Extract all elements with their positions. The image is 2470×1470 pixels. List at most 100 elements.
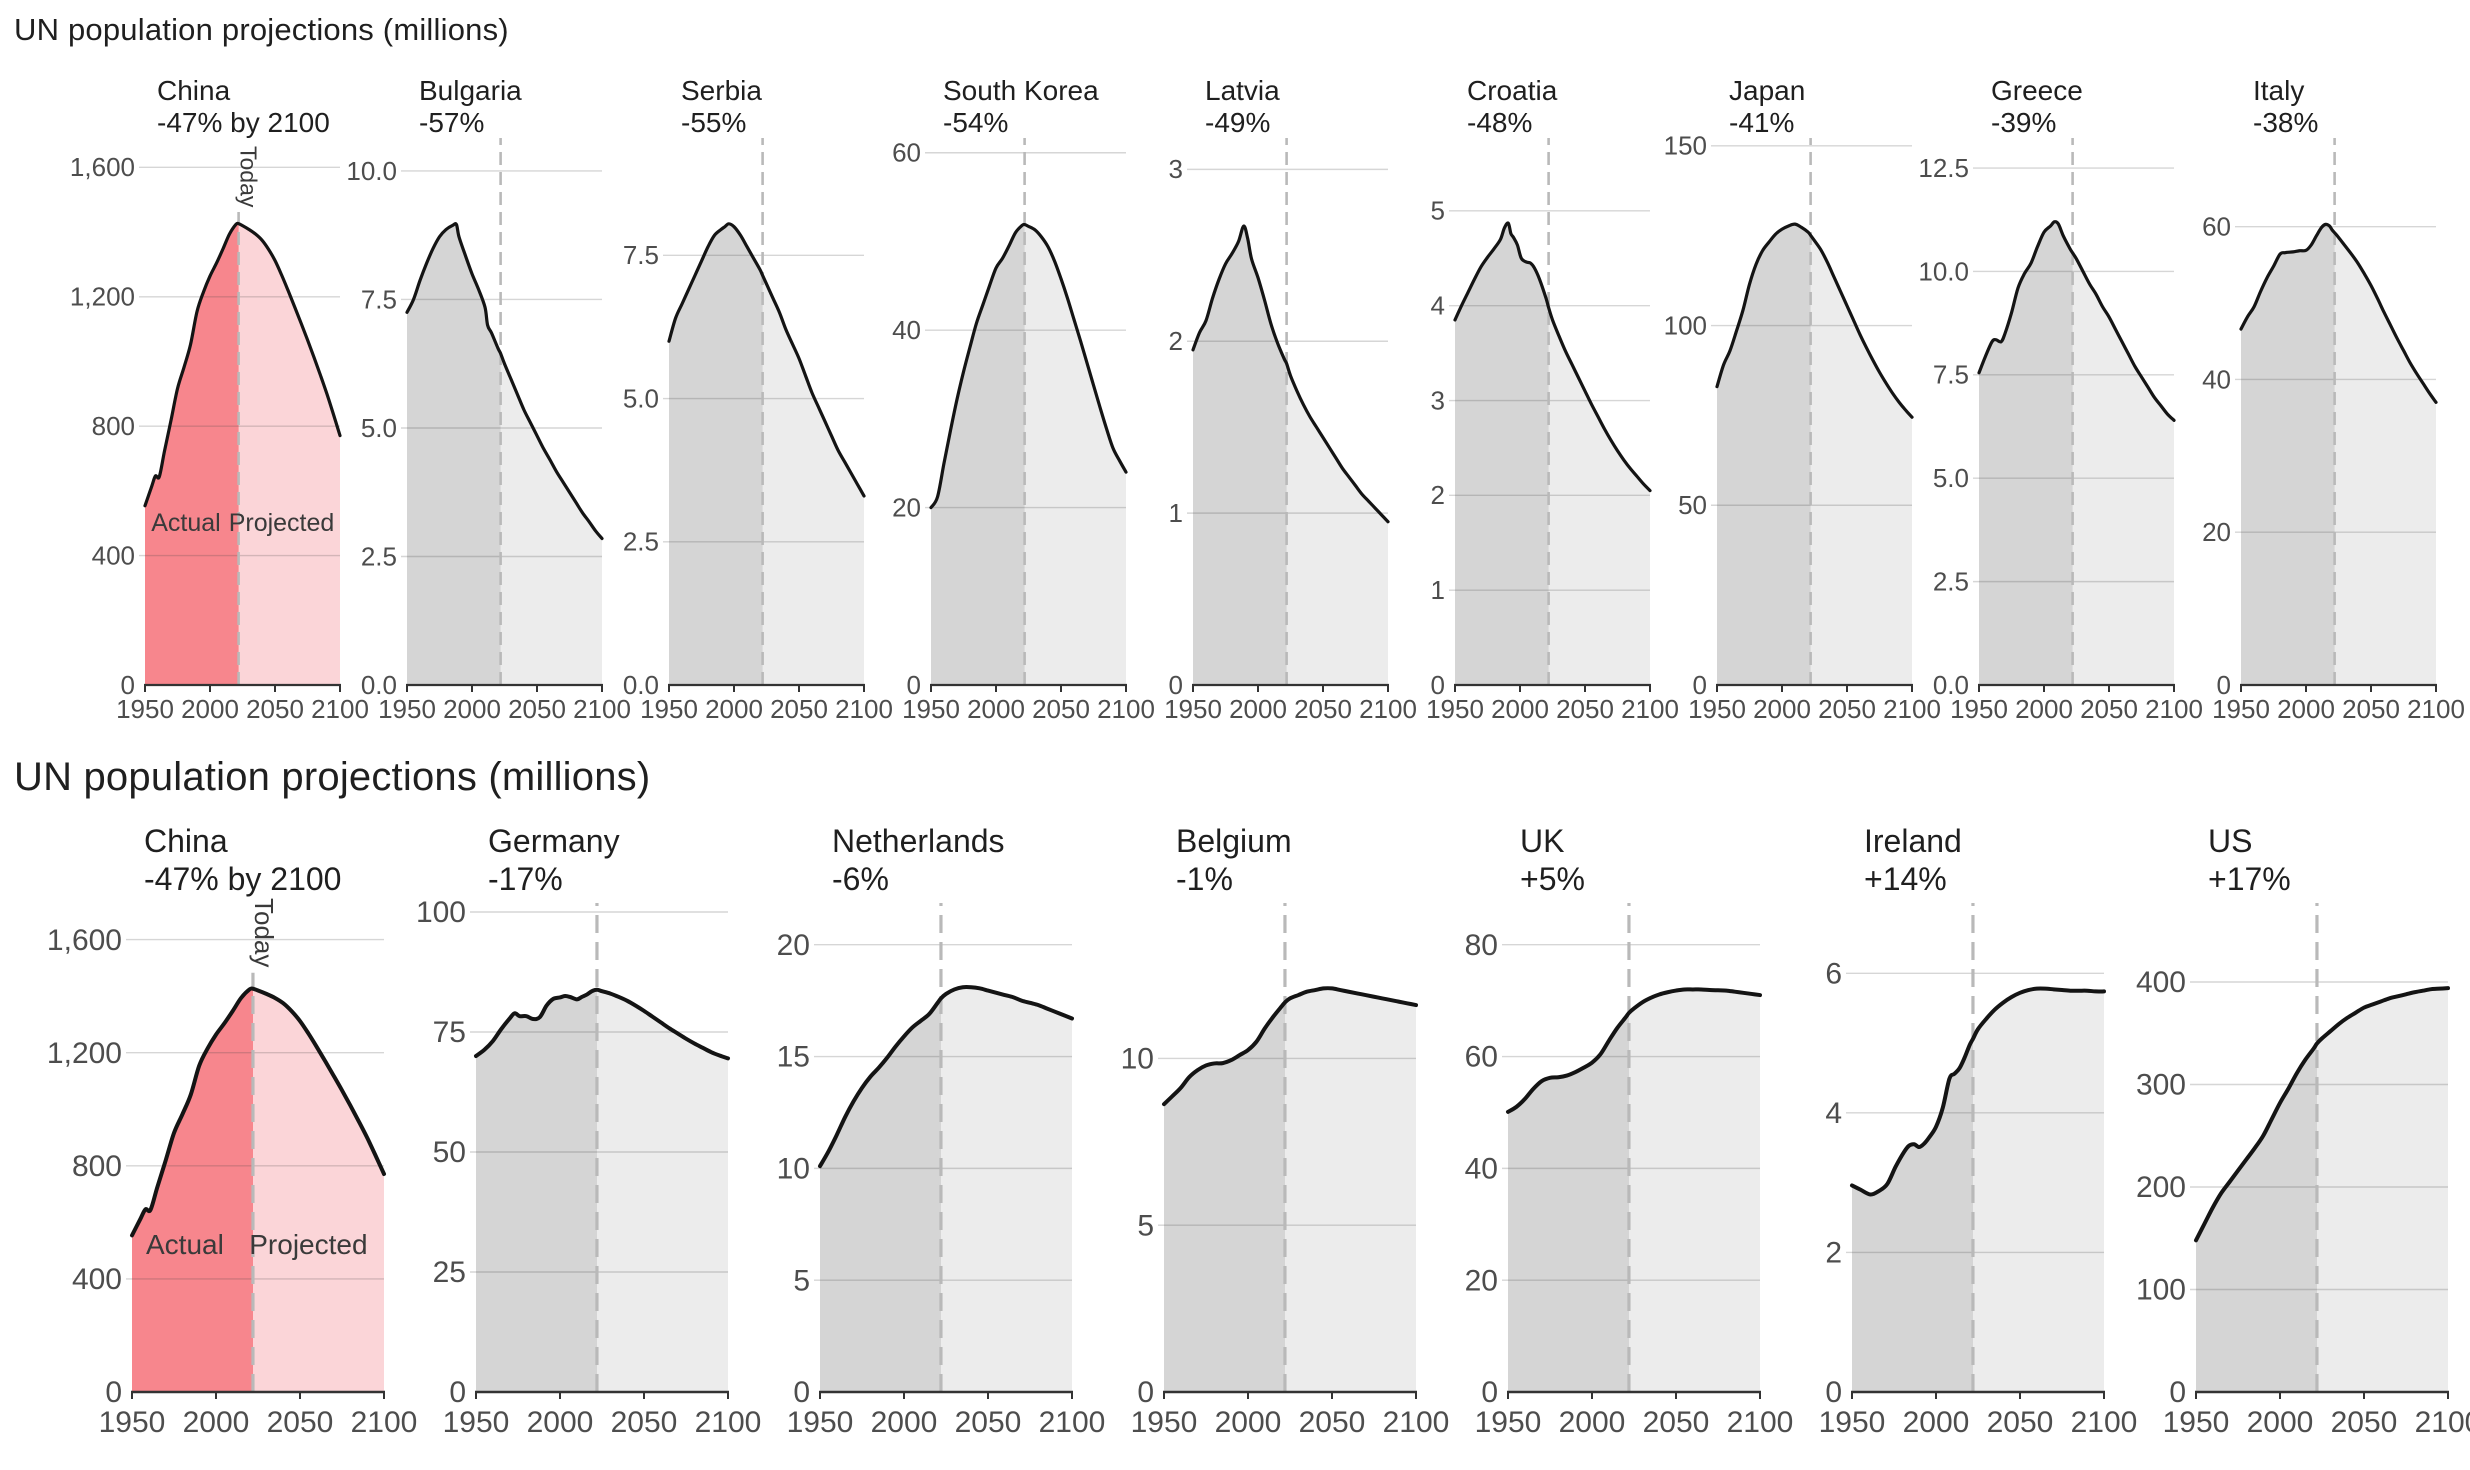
population-curve xyxy=(929,222,1128,510)
y-tick-label: 150 xyxy=(1664,131,1707,161)
chart-title-change: -48% xyxy=(1467,107,1532,138)
x-tick-label: 2050 xyxy=(1643,1406,1710,1439)
y-tick-label: 400 xyxy=(72,1263,122,1296)
actual-label: Actual xyxy=(146,1229,224,1260)
y-tick-label: 20 xyxy=(1465,1264,1498,1297)
chart-title-country: South Korea xyxy=(943,75,1099,106)
chart-title-change: -57% xyxy=(419,107,484,138)
y-tick-label: 0.0 xyxy=(361,670,397,700)
x-tick-label: 2050 xyxy=(1299,1406,1366,1439)
y-tick-label: 40 xyxy=(1465,1153,1498,1186)
population-curve xyxy=(130,986,386,1238)
x-tick-label: 1950 xyxy=(640,694,698,724)
x-tick-label: 2000 xyxy=(2015,694,2073,724)
projected-label: Projected xyxy=(249,1229,367,1260)
chart-japan-0: 0 50 100 150 1950 2000 2050 2100 Japan-41% xyxy=(1664,75,1941,724)
x-tick-label: 1950 xyxy=(1950,694,2008,724)
y-tick-label: 10 xyxy=(1121,1043,1154,1076)
chart-title-change: +5% xyxy=(1520,861,1585,897)
x-tick-label: 2050 xyxy=(2080,694,2138,724)
x-tick-label: 2100 xyxy=(1359,694,1417,724)
actual-label: Actual xyxy=(151,509,220,537)
y-tick-label: 1 xyxy=(1169,498,1183,528)
y-tick-label: 4 xyxy=(1431,291,1445,321)
page: UN population projections (millions) 0 40… xyxy=(0,12,2470,1455)
x-tick-label: 2000 xyxy=(1753,694,1811,724)
area-actual xyxy=(476,989,597,1392)
x-tick-label: 1950 xyxy=(1426,694,1484,724)
y-tick-label: 4 xyxy=(1825,1097,1842,1130)
projected-label: Projected xyxy=(229,509,335,537)
y-tick-label: 0 xyxy=(1431,670,1445,700)
chart-title-change: +17% xyxy=(2208,861,2291,897)
population-curve xyxy=(1453,221,1652,493)
y-tick-label: 1 xyxy=(1431,575,1445,605)
y-tick-label: 5.0 xyxy=(1933,463,1969,493)
chart-china-1: 0 400 800 1,200 1,600 1950 2000 2050 2100 China-4… xyxy=(47,823,417,1439)
y-tick-label: 10 xyxy=(777,1153,810,1186)
area-actual xyxy=(145,223,239,685)
area-actual xyxy=(2196,1043,2317,1392)
x-tick-label: 1950 xyxy=(1131,1406,1198,1439)
x-tick-label: 2100 xyxy=(2415,1406,2470,1439)
section-title-top: UN population projections (millions) xyxy=(14,12,509,47)
x-tick-label: 1950 xyxy=(787,1406,854,1439)
y-tick-label: 5.0 xyxy=(623,383,659,413)
chart-title-change: -6% xyxy=(832,861,889,897)
y-tick-label: 20 xyxy=(2202,517,2231,547)
y-tick-label: 0 xyxy=(1481,1376,1498,1409)
population-curve xyxy=(2194,986,2450,1243)
x-tick-label: 2050 xyxy=(1987,1406,2054,1439)
y-tick-label: 0 xyxy=(1693,670,1707,700)
chart-italy-0: 0 20 40 60 1950 2000 2050 2100 Italy-38% xyxy=(2202,75,2465,724)
x-tick-label: 2100 xyxy=(1727,1406,1794,1439)
population-curve xyxy=(1506,987,1762,1114)
chart-us-1: 0 100 200 300 400 1950 2000 2050 2100 US+17% xyxy=(2136,823,2470,1439)
x-tick-label: 2050 xyxy=(508,694,566,724)
x-tick-label: 2100 xyxy=(573,694,631,724)
chart-title-change: -49% xyxy=(1205,107,1270,138)
x-tick-label: 1950 xyxy=(1819,1406,1886,1439)
chart-bulgaria-0: 0.0 2.5 5.0 7.5 10.0 1950 2000 2050 2100 Bulgaria… xyxy=(346,75,631,724)
x-tick-label: 2050 xyxy=(2342,694,2400,724)
y-tick-label: 0 xyxy=(1169,670,1183,700)
y-tick-label: 100 xyxy=(416,896,466,929)
x-tick-label: 2050 xyxy=(1818,694,1876,724)
y-tick-label: 1,200 xyxy=(70,282,135,312)
y-tick-label: 80 xyxy=(1465,929,1498,962)
x-tick-label: 1950 xyxy=(1475,1406,1542,1439)
chart-title-country: Latvia xyxy=(1205,75,1280,106)
y-tick-label: 20 xyxy=(892,492,921,522)
section-title-bottom: UN population projections (millions) xyxy=(14,755,651,799)
y-tick-label: 0 xyxy=(2217,670,2231,700)
chart-title-country: China xyxy=(157,75,231,106)
x-tick-label: 2100 xyxy=(1097,694,1155,724)
x-tick-label: 2000 xyxy=(181,694,239,724)
area-actual xyxy=(1455,223,1549,685)
chart-croatia-0: 0 1 2 3 4 5 1950 2000 2050 2100 Croatia-48% xyxy=(1426,75,1679,724)
y-tick-label: 2 xyxy=(1825,1237,1842,1270)
x-tick-label: 2100 xyxy=(695,1406,762,1439)
x-tick-label: 2100 xyxy=(311,694,369,724)
y-tick-label: 7.5 xyxy=(623,240,659,270)
x-tick-label: 2100 xyxy=(1383,1406,1450,1439)
chart-title-country: Japan xyxy=(1729,75,1805,106)
x-tick-label: 2000 xyxy=(2247,1406,2314,1439)
y-tick-label: 3 xyxy=(1431,385,1445,415)
y-tick-label: 2 xyxy=(1169,326,1183,356)
x-tick-label: 2100 xyxy=(2071,1406,2138,1439)
x-tick-label: 2000 xyxy=(1215,1406,1282,1439)
y-tick-label: 40 xyxy=(892,315,921,345)
x-tick-label: 2000 xyxy=(1903,1406,1970,1439)
x-tick-label: 2000 xyxy=(1491,694,1549,724)
y-tick-label: 6 xyxy=(1825,957,1842,990)
chart-title-country: Croatia xyxy=(1467,75,1558,106)
population-curve xyxy=(1977,220,2176,422)
y-tick-label: 1,600 xyxy=(70,152,135,182)
y-tick-label: 0 xyxy=(1137,1376,1154,1409)
x-tick-label: 2100 xyxy=(835,694,893,724)
chart-title-change: -47% by 2100 xyxy=(144,861,341,897)
population-curve xyxy=(1162,986,1418,1107)
